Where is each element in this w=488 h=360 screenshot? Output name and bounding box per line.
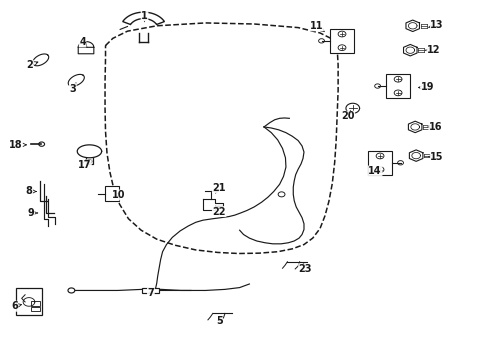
- Text: 20: 20: [341, 111, 354, 121]
- Text: 13: 13: [428, 20, 443, 30]
- Text: 2: 2: [26, 60, 38, 70]
- Text: 21: 21: [212, 183, 225, 193]
- Text: 5: 5: [215, 316, 222, 325]
- Text: 18: 18: [8, 140, 26, 150]
- Bar: [386, 74, 409, 98]
- Polygon shape: [122, 12, 164, 24]
- Text: 19: 19: [418, 82, 433, 93]
- Circle shape: [68, 288, 75, 293]
- Text: 16: 16: [427, 122, 442, 132]
- Text: 22: 22: [212, 206, 225, 217]
- Bar: [31, 307, 40, 311]
- Circle shape: [278, 192, 285, 197]
- Text: 17: 17: [78, 159, 91, 170]
- Bar: [16, 288, 42, 315]
- Polygon shape: [77, 145, 102, 158]
- Polygon shape: [33, 54, 49, 66]
- Text: 4: 4: [79, 37, 87, 47]
- Text: 14: 14: [367, 166, 381, 176]
- Polygon shape: [407, 121, 421, 133]
- Bar: [330, 29, 353, 53]
- Text: 12: 12: [425, 45, 440, 55]
- Text: 3: 3: [69, 83, 76, 94]
- Bar: [31, 301, 40, 306]
- Text: 23: 23: [298, 263, 311, 274]
- Text: 1: 1: [141, 11, 147, 22]
- Polygon shape: [68, 75, 84, 86]
- Polygon shape: [78, 42, 94, 54]
- Polygon shape: [403, 44, 416, 56]
- Text: 11: 11: [309, 21, 324, 32]
- Text: 15: 15: [428, 152, 443, 162]
- Bar: [367, 150, 391, 175]
- Text: 10: 10: [112, 190, 125, 200]
- Text: 9: 9: [27, 208, 38, 218]
- Polygon shape: [405, 20, 419, 32]
- Text: 8: 8: [25, 186, 36, 197]
- Polygon shape: [203, 199, 222, 210]
- Polygon shape: [408, 150, 422, 161]
- Bar: [142, 288, 159, 293]
- Text: 7: 7: [147, 288, 154, 298]
- Bar: [105, 186, 119, 201]
- Text: 6: 6: [11, 301, 21, 311]
